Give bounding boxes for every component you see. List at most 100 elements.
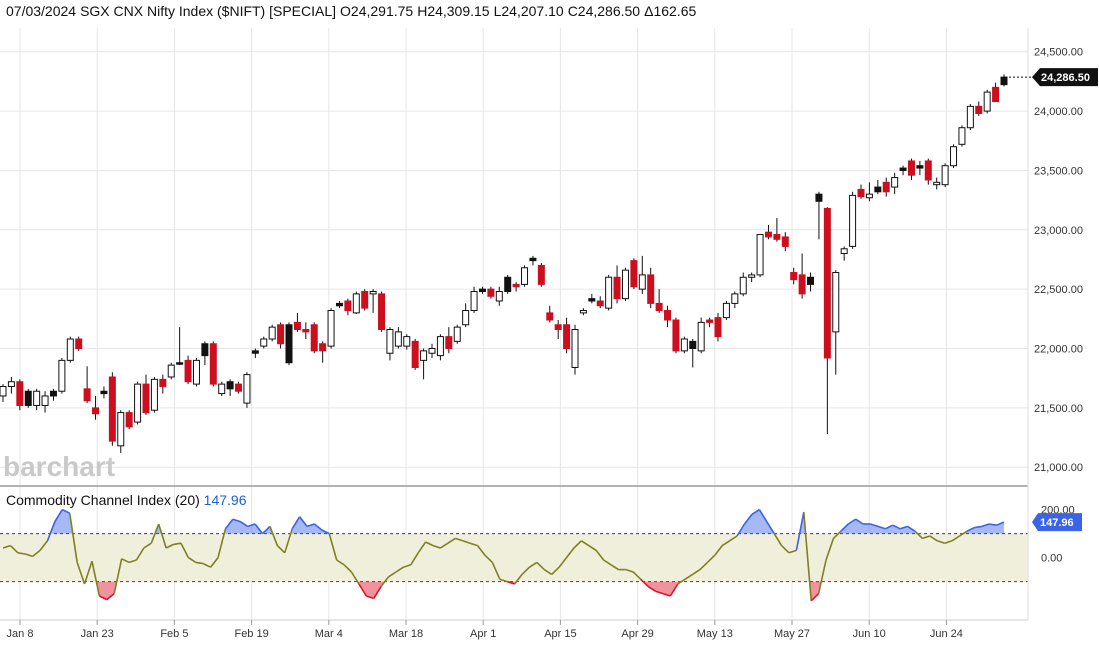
x-tick-label: Feb 5: [160, 628, 188, 640]
candle-body: [218, 383, 226, 395]
candle: [664, 305, 672, 328]
cci-y-tick-label: 0.00: [1041, 553, 1062, 565]
candle: [209, 341, 217, 387]
cci-line-segment: [313, 523, 323, 531]
candle-body: [621, 269, 629, 300]
candle-body: [66, 338, 74, 361]
candle: [596, 296, 604, 309]
candle-body: [655, 302, 663, 312]
candle: [638, 255, 646, 294]
candle-body: [689, 340, 697, 349]
cci-line-segment: [899, 525, 908, 530]
candle-body: [958, 127, 966, 145]
candle: [773, 217, 781, 242]
candle-body: [378, 293, 386, 331]
cci-line-segment: [157, 523, 167, 549]
candle: [470, 286, 478, 313]
candle-body: [75, 338, 83, 349]
candle-body: [554, 324, 562, 331]
candle-body: [462, 310, 470, 326]
cci-line-segment: [974, 525, 982, 529]
candle-body: [201, 343, 209, 357]
candle-body: [478, 288, 486, 293]
candle: [950, 144, 958, 169]
candle-body: [916, 165, 924, 169]
cci-line-segment: [721, 540, 731, 547]
candle-body: [49, 390, 57, 397]
cci-line-segment: [529, 561, 538, 568]
candle: [218, 381, 226, 396]
candle: [243, 372, 251, 408]
candle: [714, 312, 722, 342]
candle-body: [899, 167, 907, 171]
candle: [58, 357, 66, 394]
header-high: H24,309.15: [417, 3, 490, 19]
candle-body: [546, 312, 554, 321]
candle: [335, 301, 343, 309]
candle-body: [781, 236, 789, 247]
candle-body: [1000, 76, 1008, 86]
header-low: L24,207.10: [493, 3, 564, 19]
candle-body: [664, 310, 672, 321]
candle: [907, 158, 915, 180]
candle-body: [731, 293, 739, 304]
candle-body: [992, 86, 1000, 103]
candle: [428, 343, 436, 358]
cci-line-segment: [610, 564, 619, 571]
candle: [327, 308, 335, 349]
candle-body: [563, 324, 571, 349]
cci-line-segment: [254, 523, 264, 535]
cci-band: [0, 533, 1028, 582]
cci-line-segment: [425, 541, 434, 547]
candle-body: [24, 390, 32, 406]
candle-body: [823, 207, 831, 359]
cci-line-segment: [469, 542, 478, 547]
candle: [411, 338, 419, 370]
price-y-tick-label: 21,500.00: [1034, 403, 1083, 415]
candle: [108, 372, 116, 446]
cci-line-segment: [513, 573, 523, 585]
candle: [420, 348, 428, 380]
candle-body: [630, 260, 638, 288]
candle: [487, 286, 495, 299]
candle: [554, 320, 562, 339]
cci-line-segment: [669, 583, 679, 597]
cci-panel-title: Commodity Channel Index (20) 147.96: [6, 492, 247, 508]
candle-body: [117, 412, 125, 447]
cci-line-segment: [847, 518, 857, 525]
candle-body: [58, 359, 66, 392]
x-tick-label: Jan 23: [81, 628, 114, 640]
candle: [748, 272, 756, 283]
cci-line-segment: [966, 526, 975, 532]
candle-body: [260, 338, 268, 347]
candle-body: [613, 276, 621, 300]
cci-line-segment: [877, 525, 886, 530]
candle-body: [302, 329, 310, 333]
candle-body: [882, 181, 890, 193]
candle-body: [445, 336, 453, 349]
cci-line-segment: [202, 562, 211, 568]
x-tick-label: Feb 19: [234, 628, 268, 640]
cci-line-segment: [388, 571, 397, 578]
candle: [0, 384, 7, 402]
candle-body: [403, 336, 411, 347]
cci-line-segment: [358, 583, 368, 597]
cci-overbought-fill: [50, 509, 1004, 534]
candle: [92, 395, 100, 420]
candle-body: [672, 319, 680, 352]
candle-body: [840, 248, 848, 255]
cci-line-segment: [32, 549, 41, 558]
candle: [689, 338, 697, 368]
cci-line-segment: [825, 538, 835, 561]
x-tick-label: Apr 29: [621, 628, 653, 640]
x-tick-label: Apr 15: [544, 628, 576, 640]
candle-body: [108, 376, 116, 442]
cci-line-segment: [224, 518, 234, 530]
candle: [983, 89, 991, 114]
cci-line-segment: [885, 524, 894, 530]
candle: [16, 379, 24, 411]
x-tick-label: May 27: [774, 628, 810, 640]
candle-body: [0, 385, 7, 397]
cci-line-segment: [840, 523, 849, 532]
